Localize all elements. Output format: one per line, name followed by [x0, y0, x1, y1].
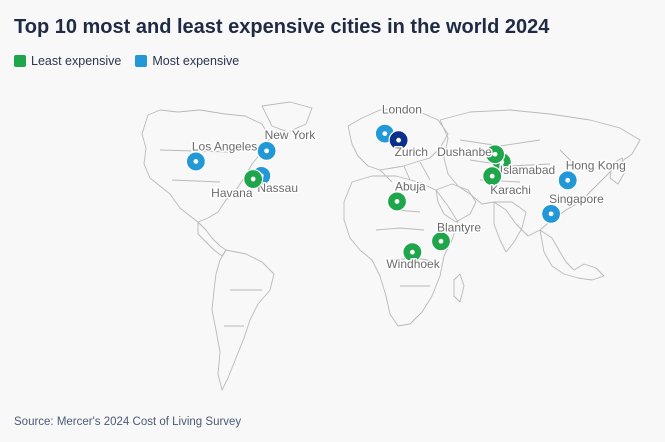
africa-outline: [343, 175, 459, 327]
world-map-svg: London Zurich New York Los Angeles Nassau Hon…: [141, 101, 641, 391]
city-label-dushanbe: Dushanbe: [437, 145, 492, 159]
city-marker-abuja[interactable]: Abuja: [386, 178, 428, 212]
europe-outline: [347, 107, 449, 171]
city-label-los-angeles: Los Angeles: [192, 139, 257, 153]
city-dot-center-zurich: [396, 137, 401, 143]
city-label-havana: Havana: [211, 186, 253, 200]
city-marker-zurich[interactable]: Zurich: [388, 130, 429, 161]
city-marker-windhoek[interactable]: Windhoek: [385, 242, 442, 273]
city-marker-havana[interactable]: Havana: [210, 168, 264, 202]
city-marker-dushanbe[interactable]: Dushanbe: [436, 144, 506, 165]
city-dot-center-hong-kong: [565, 177, 571, 183]
city-label-hong-kong: Hong Kong: [566, 158, 626, 172]
city-label-nassau: Nassau: [257, 181, 298, 195]
india-outline: [493, 201, 527, 253]
city-label-islamabad: Islamabad: [500, 163, 555, 177]
greenland-outline: [261, 101, 313, 133]
city-dot-center-los-angeles: [193, 159, 199, 164]
city-marker-hong-kong[interactable]: Hong Kong: [557, 157, 627, 191]
city-dot-center-dushanbe: [492, 151, 498, 157]
city-label-windhoek: Windhoek: [386, 257, 440, 271]
city-dot-center-singapore: [548, 211, 554, 217]
south-america-outline: [211, 249, 275, 391]
city-dot-center-karachi: [489, 173, 495, 179]
city-dot-center-windhoek: [409, 249, 415, 255]
city-label-karachi: Karachi: [490, 183, 531, 197]
city-dot-center-havana: [250, 176, 256, 182]
city-label-abuja: Abuja: [395, 179, 426, 193]
city-label-new-york: New York: [265, 128, 317, 142]
city-label-london: London: [382, 103, 422, 117]
legend-item-most[interactable]: Most expensive: [135, 54, 239, 68]
city-label-singapore: Singapore: [549, 192, 604, 206]
legend-swatch-most: [135, 55, 148, 67]
city-dot-center-abuja: [394, 199, 400, 204]
japan-outline: [609, 157, 627, 185]
city-marker-islamabad[interactable]: Islamabad: [491, 151, 557, 179]
legend: Least expensive Most expensive: [14, 54, 239, 68]
madagascar-outline: [453, 273, 465, 303]
city-marker-karachi[interactable]: Karachi: [482, 166, 532, 199]
legend-swatch-least: [14, 55, 26, 67]
legend-label-most: Most expensive: [152, 54, 240, 68]
legend-label-least: Least expensive: [31, 54, 122, 68]
central-america-outline: [197, 221, 227, 257]
city-marker-singapore[interactable]: Singapore: [540, 190, 606, 224]
city-marker-los-angeles[interactable]: Los Angeles: [185, 138, 259, 172]
city-dot-center-london: [382, 131, 388, 136]
southeast-asia-outline: [539, 229, 605, 281]
chart-title: Top 10 most and least expensive cities i…: [14, 16, 550, 38]
city-label-blantyre: Blantyre: [437, 220, 481, 234]
arabia-outline: [435, 183, 477, 223]
city-label-zurich: Zurich: [395, 145, 428, 159]
world-map[interactable]: London Zurich New York Los Angeles Nassau Hon…: [0, 90, 665, 400]
city-marker-new-york[interactable]: New York: [256, 126, 318, 161]
source-note: Source: Mercer's 2024 Cost of Living Sur…: [14, 416, 242, 428]
legend-item-least[interactable]: Least expensive: [14, 54, 121, 68]
north-america-outline: [141, 109, 271, 223]
city-markers: London Zurich New York Los Angeles Nassau Hon…: [185, 101, 627, 273]
city-marker-blantyre[interactable]: Blantyre: [430, 219, 483, 252]
city-dot-center-new-york: [264, 148, 269, 154]
city-dot-center-blantyre: [438, 238, 444, 244]
